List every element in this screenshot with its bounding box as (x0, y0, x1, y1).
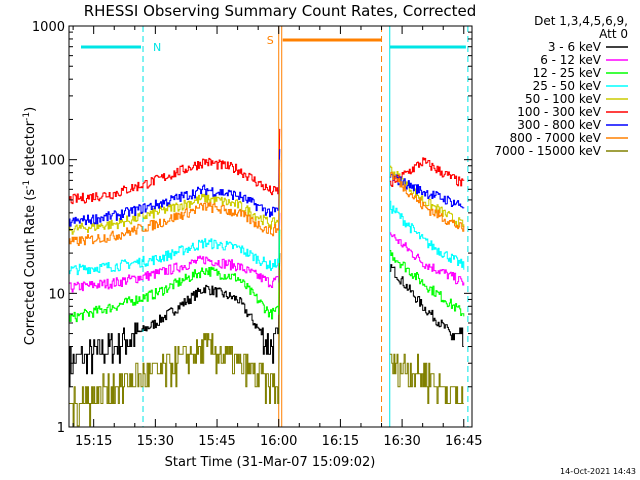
legend-label: 6 - 12 keV (540, 53, 602, 67)
plot-area: NS (68, 25, 473, 428)
y-tick-label: 1 (57, 421, 65, 436)
x-tick-label: 16:15 (322, 434, 359, 449)
series-line-1 (389, 353, 464, 404)
series-line-0 (69, 202, 280, 246)
legend-label: 25 - 50 keV (533, 79, 602, 93)
series-line-1 (389, 165, 465, 228)
x-tick-label: 15:15 (75, 434, 112, 449)
x-tick-label: 16:00 (260, 434, 297, 449)
x-tick-label: 16:45 (445, 434, 482, 449)
markers-layer: NS (68, 26, 469, 427)
timestamp: 14-Oct-2021 14:43 (560, 467, 636, 476)
legend-label: 300 - 800 keV (517, 118, 601, 132)
chart-title: RHESSI Observing Summary Count Rates, Co… (84, 2, 477, 20)
y-label-part-1: Corrected Count Rate (s (23, 189, 38, 346)
series-line-0 (69, 255, 280, 293)
x-axis: 15:15 15:30 15:45 16:00 16:15 16:30 16:45 (72, 26, 483, 449)
x-axis-label: Start Time (31-Mar-07 15:09:02) (165, 455, 376, 470)
night-label: N (153, 41, 161, 54)
series-line-1 (389, 171, 465, 232)
legend-label: 50 - 100 keV (525, 92, 602, 106)
saa-label: S (267, 34, 274, 47)
y-label-sup-2: -1 (22, 112, 32, 121)
legend-label: 100 - 300 keV (517, 105, 601, 119)
legend-label: 800 - 7000 keV (510, 131, 602, 145)
y-label-sup-1: -1 (22, 180, 32, 189)
y-tick-label: 1000 (32, 20, 65, 35)
series-line-1 (389, 200, 465, 270)
series-line-1 (389, 250, 465, 317)
x-tick-label: 16:30 (383, 434, 420, 449)
series-line-0 (69, 266, 280, 323)
y-label-part-2: detector (23, 120, 38, 180)
y-axis: 1 10 100 1000 (32, 20, 472, 436)
series-8 (69, 269, 464, 427)
series-line-0 (69, 284, 280, 388)
series-spike (278, 269, 281, 387)
series-line-0 (69, 238, 280, 276)
series-line-1 (389, 232, 465, 286)
y-tick-label: 100 (40, 154, 65, 169)
y-axis-label: Corrected Count Rate (s-1 detector-1) (22, 107, 38, 345)
y-tick-label: 10 (48, 287, 65, 302)
series-line-0 (69, 333, 280, 427)
series-line-1 (389, 157, 465, 187)
legend-label: 12 - 25 keV (533, 66, 602, 80)
series-line-1 (389, 264, 464, 347)
series-line-0 (69, 184, 280, 227)
legend-header-line-1: Det 1,3,4,5,6,9, (534, 14, 628, 28)
x-tick-label: 15:30 (137, 434, 174, 449)
series-layer (69, 128, 465, 427)
series-7 (69, 159, 465, 246)
x-tick-label: 15:45 (198, 434, 235, 449)
legend-label: 7000 - 15000 keV (494, 144, 601, 158)
y-label-part-3: ) (23, 107, 38, 112)
series-spike (278, 159, 281, 226)
legend-label: 3 - 6 keV (548, 40, 602, 54)
series-line-0 (69, 157, 280, 205)
legend-header-line-2: Att 0 (599, 27, 628, 41)
plot-frame (68, 25, 473, 428)
